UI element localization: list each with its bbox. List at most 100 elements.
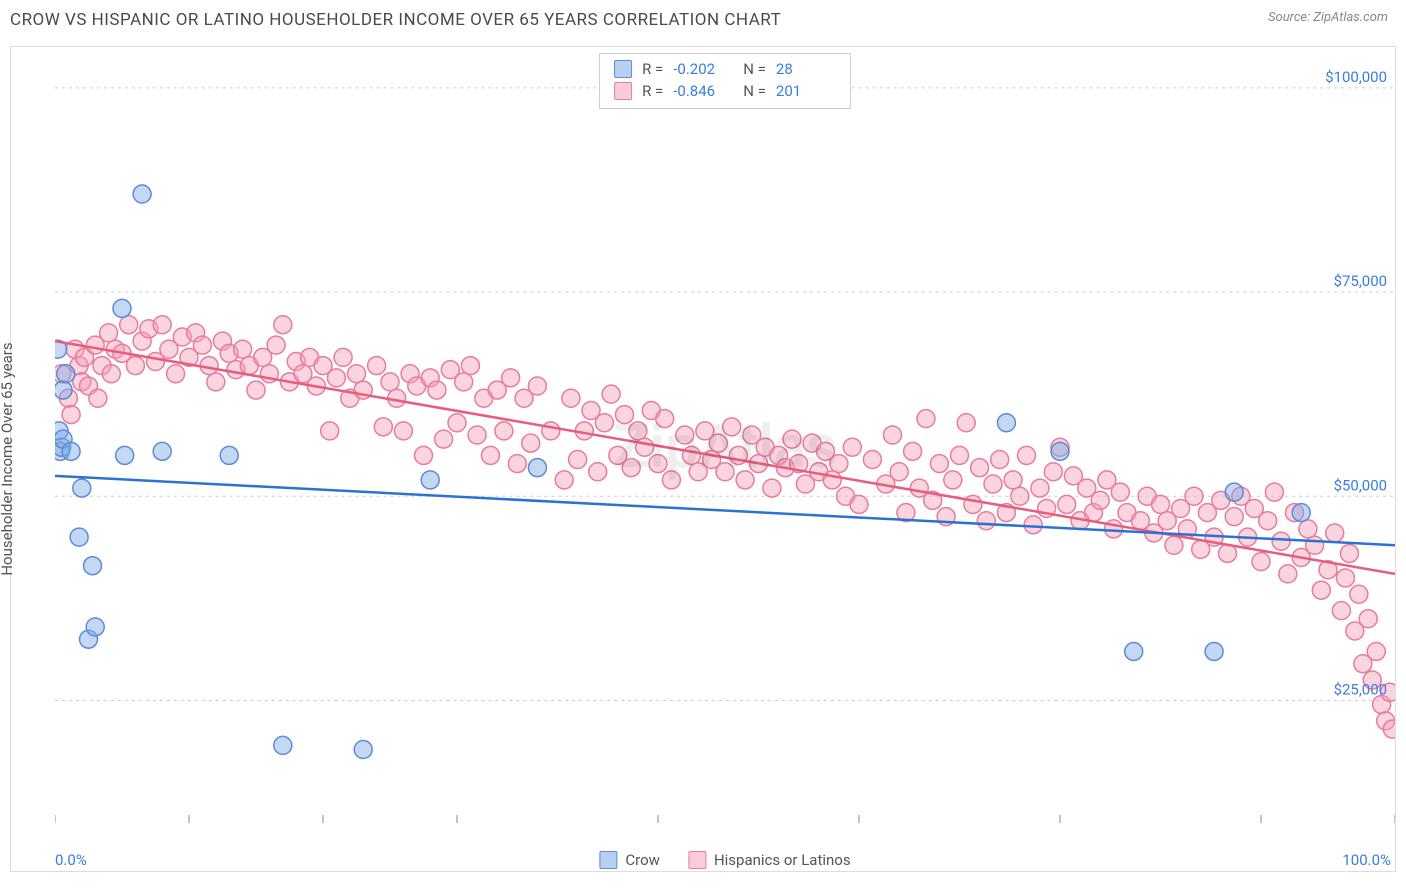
data-point (348, 365, 366, 383)
data-point (368, 357, 386, 375)
data-point (1359, 610, 1377, 628)
chart-svg: ZipAtlas $25,000 $50,000 $75,000 $100,000 (55, 47, 1395, 823)
data-point (917, 410, 935, 428)
stat-n-label: N = (743, 80, 766, 102)
data-point (1340, 544, 1358, 562)
data-point (461, 357, 479, 375)
data-point (1272, 532, 1290, 550)
data-point (1279, 565, 1297, 583)
source-label: Source: ZipAtlas.com (1268, 10, 1388, 25)
data-point (555, 471, 573, 489)
x-axis-min-label: 0.0% (55, 851, 87, 869)
data-point (850, 495, 868, 513)
swatch-icon (614, 82, 632, 100)
stat-n-value: 201 (776, 80, 836, 102)
data-point (448, 414, 466, 432)
data-point (1044, 463, 1062, 481)
data-point (334, 348, 352, 366)
data-point (70, 528, 88, 546)
data-point (1031, 479, 1049, 497)
chart-frame: Householder Income Over 65 years ZipAtla… (10, 46, 1396, 872)
data-point (1292, 504, 1310, 522)
data-point (991, 451, 1009, 469)
data-point (1265, 483, 1283, 501)
data-point (569, 451, 587, 469)
bottom-legend: Crow Hispanics or Latinos (599, 851, 850, 869)
data-point (234, 340, 252, 358)
legend-label: Crow (625, 851, 660, 869)
data-point (1165, 536, 1183, 554)
data-point (1051, 442, 1069, 460)
data-point (1004, 471, 1022, 489)
data-point (57, 365, 75, 383)
legend-item: Crow (599, 851, 660, 869)
y-tick-label: $50,000 (1334, 476, 1387, 494)
data-point (62, 442, 80, 460)
data-point (394, 422, 412, 440)
data-point (120, 316, 138, 334)
stat-n-label: N = (743, 58, 766, 80)
data-point (415, 446, 433, 464)
data-point (1091, 491, 1109, 509)
data-point (1111, 483, 1129, 501)
data-point (964, 495, 982, 513)
swatch-icon (599, 851, 617, 869)
data-point (528, 459, 546, 477)
swatch-icon (688, 851, 706, 869)
data-point (113, 299, 131, 317)
data-point (133, 185, 151, 203)
data-point (1018, 446, 1036, 464)
data-point (468, 426, 486, 444)
data-point (1299, 520, 1317, 538)
data-point (1306, 536, 1324, 554)
data-point (73, 479, 91, 497)
data-point (522, 434, 540, 452)
data-point (116, 446, 134, 464)
data-point (126, 357, 144, 375)
data-point (428, 381, 446, 399)
stats-legend-box: R = -0.202 N = 28 R = -0.846 N = 201 (599, 53, 851, 109)
data-point (321, 422, 339, 440)
data-point (153, 442, 171, 460)
data-point (455, 373, 473, 391)
y-tick-label: $100,000 (1325, 68, 1387, 86)
data-point (1225, 508, 1243, 526)
watermark: ZipAtlas (613, 411, 837, 482)
data-point (890, 463, 908, 481)
data-point (267, 336, 285, 354)
data-point (1125, 642, 1143, 660)
data-point (1383, 720, 1395, 738)
x-axis-max-label: 100.0% (1342, 851, 1391, 869)
x-axis-bar: 0.0% Crow Hispanics or Latinos 100.0% (55, 823, 1395, 871)
data-point (589, 463, 607, 481)
data-point (884, 426, 902, 444)
data-point (1350, 585, 1368, 603)
stats-row: R = -0.202 N = 28 (614, 58, 836, 80)
stat-r-label: R = (642, 58, 663, 80)
data-point (100, 324, 118, 342)
data-point (193, 336, 211, 354)
swatch-icon (614, 60, 632, 78)
y-tick-label: $25,000 (1334, 680, 1387, 698)
plot-area: ZipAtlas $25,000 $50,000 $75,000 $100,000 R… (55, 47, 1395, 823)
data-point (1152, 495, 1170, 513)
data-point (482, 446, 500, 464)
data-point (602, 385, 620, 403)
data-point (1024, 516, 1042, 534)
data-point (508, 455, 526, 473)
data-point (1252, 553, 1270, 571)
y-tick-label: $75,000 (1334, 272, 1387, 290)
data-point (843, 438, 861, 456)
data-point (997, 414, 1015, 432)
data-point (1259, 512, 1277, 530)
data-point (984, 475, 1002, 493)
chart-title: CROW VS HISPANIC OR LATINO HOUSEHOLDER I… (10, 10, 781, 30)
data-point (167, 365, 185, 383)
stats-row: R = -0.846 N = 201 (614, 80, 836, 102)
data-point (1367, 642, 1385, 660)
stat-r-value: -0.202 (673, 58, 733, 80)
data-point (1058, 495, 1076, 513)
data-point (55, 381, 72, 399)
data-point (528, 377, 546, 395)
data-point (153, 316, 171, 334)
